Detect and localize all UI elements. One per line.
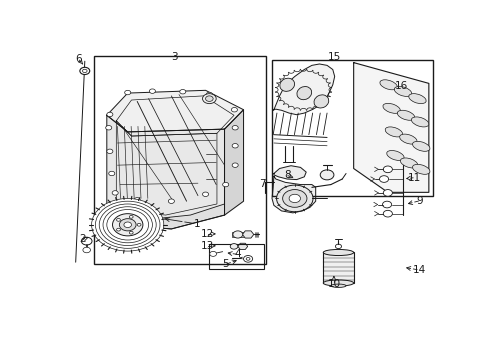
Text: 15: 15: [328, 52, 342, 62]
Text: 9: 9: [417, 195, 423, 206]
Text: 16: 16: [395, 81, 408, 91]
Circle shape: [383, 190, 392, 196]
Circle shape: [129, 216, 133, 218]
Ellipse shape: [323, 249, 354, 256]
Circle shape: [222, 183, 229, 187]
Circle shape: [232, 126, 238, 130]
Circle shape: [232, 144, 238, 148]
Circle shape: [320, 170, 334, 180]
Circle shape: [383, 210, 392, 217]
Bar: [232, 232, 245, 237]
Ellipse shape: [385, 127, 403, 137]
Circle shape: [92, 198, 164, 251]
Circle shape: [107, 112, 113, 117]
Text: 6: 6: [75, 54, 82, 64]
Circle shape: [134, 198, 140, 202]
Text: 11: 11: [408, 173, 421, 183]
Circle shape: [232, 163, 238, 167]
Circle shape: [202, 192, 209, 197]
Polygon shape: [224, 110, 244, 215]
Circle shape: [112, 191, 118, 195]
Circle shape: [244, 256, 253, 262]
Ellipse shape: [387, 150, 404, 161]
Polygon shape: [354, 63, 429, 192]
Polygon shape: [107, 204, 224, 229]
Text: 8: 8: [284, 170, 291, 180]
Text: 5: 5: [222, 260, 229, 269]
Circle shape: [120, 219, 136, 231]
Circle shape: [124, 222, 131, 228]
Ellipse shape: [394, 86, 412, 96]
Text: 13: 13: [200, 241, 214, 251]
Circle shape: [231, 108, 238, 112]
Ellipse shape: [380, 80, 397, 90]
Ellipse shape: [383, 103, 400, 113]
Circle shape: [83, 247, 91, 253]
Ellipse shape: [331, 284, 346, 287]
Text: 14: 14: [413, 265, 426, 275]
Polygon shape: [274, 166, 306, 180]
Circle shape: [289, 194, 300, 203]
Polygon shape: [273, 64, 335, 115]
Circle shape: [124, 90, 131, 95]
Circle shape: [276, 185, 313, 212]
Ellipse shape: [413, 141, 430, 151]
Circle shape: [117, 219, 121, 221]
Ellipse shape: [297, 86, 312, 100]
Bar: [209, 244, 265, 269]
Text: 3: 3: [171, 51, 178, 62]
Circle shape: [113, 214, 143, 236]
Circle shape: [202, 94, 216, 104]
Circle shape: [180, 90, 186, 94]
Polygon shape: [272, 176, 316, 213]
Circle shape: [210, 251, 217, 256]
Circle shape: [336, 244, 342, 249]
Circle shape: [81, 237, 92, 245]
Bar: [323, 252, 354, 283]
Circle shape: [169, 199, 174, 203]
Circle shape: [206, 96, 213, 102]
Circle shape: [106, 126, 112, 130]
Ellipse shape: [323, 280, 354, 286]
Text: 10: 10: [327, 279, 341, 289]
Text: 4: 4: [235, 249, 241, 260]
Ellipse shape: [413, 164, 430, 174]
Circle shape: [383, 166, 392, 173]
Circle shape: [129, 231, 133, 234]
Text: 2: 2: [79, 234, 86, 244]
Ellipse shape: [280, 78, 294, 91]
Circle shape: [233, 231, 243, 238]
Circle shape: [379, 176, 389, 183]
Text: 12: 12: [200, 229, 214, 239]
Ellipse shape: [400, 134, 417, 144]
Circle shape: [149, 89, 155, 93]
Text: 1: 1: [194, 219, 200, 229]
Text: 7: 7: [259, 179, 266, 189]
Circle shape: [137, 223, 141, 226]
Circle shape: [206, 92, 212, 97]
Ellipse shape: [412, 117, 429, 127]
Bar: [94, 56, 267, 264]
Ellipse shape: [400, 158, 418, 168]
Polygon shape: [107, 115, 224, 229]
Circle shape: [107, 149, 113, 153]
Circle shape: [283, 190, 307, 207]
Circle shape: [80, 67, 90, 75]
Bar: [272, 60, 434, 195]
Circle shape: [117, 228, 121, 231]
Ellipse shape: [409, 94, 426, 104]
Ellipse shape: [397, 110, 415, 120]
Polygon shape: [107, 90, 244, 132]
Circle shape: [383, 201, 392, 208]
Circle shape: [230, 244, 238, 249]
Ellipse shape: [314, 95, 329, 108]
Circle shape: [109, 171, 115, 176]
